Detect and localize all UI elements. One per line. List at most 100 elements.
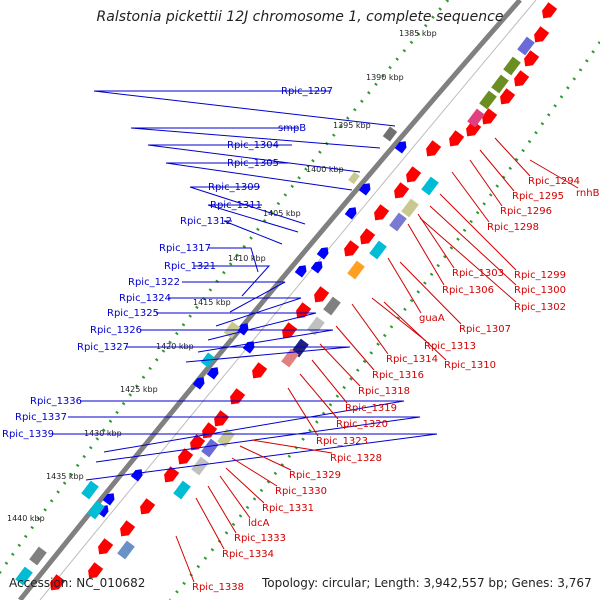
minus-label-leader	[175, 535, 195, 583]
plus-label-leader	[208, 247, 259, 273]
minus-gene-label: Rpic_1300	[514, 285, 566, 296]
backbone-arc	[18, 0, 522, 600]
minus-gene-label: Rpic_1330	[275, 486, 327, 497]
minus-strand-gene	[50, 574, 66, 591]
minus-gene-label: Rpic_1295	[512, 191, 564, 202]
minus-strand-gene	[296, 302, 312, 319]
topology-text: Topology: circular; Length: 3,942,557 bp…	[262, 576, 592, 590]
plus-gene-label: Rpic_1312	[180, 216, 232, 227]
gene-block	[15, 566, 33, 586]
minus-label-leader	[251, 439, 333, 454]
plus-gene-label: Rpic_1309	[208, 182, 260, 193]
plus-gene-label: Rpic_1339	[2, 429, 54, 440]
minus-strand-gene	[140, 498, 156, 515]
minus-gene-label: Rpic_1294	[528, 176, 580, 187]
plus-strand-gene	[192, 377, 205, 390]
gene-block	[401, 198, 419, 218]
minus-label-leader	[299, 373, 339, 420]
plus-label-leader	[126, 346, 351, 363]
minus-gene-label: Rpic_1338	[192, 582, 244, 593]
gene-block	[117, 540, 135, 560]
minus-gene-label: Rpic_1334	[222, 549, 274, 560]
minus-gene-label: Rpic_1328	[330, 453, 382, 464]
plus-label-leader	[140, 329, 334, 353]
minus-label-leader	[335, 325, 375, 371]
minus-gene-label: Rpic_1318	[358, 386, 410, 397]
gene-block	[467, 108, 485, 128]
minus-label-leader	[399, 261, 462, 325]
minus-label-leader	[529, 159, 579, 189]
plus-gene-label: Rpic_1337	[15, 412, 67, 423]
minus-strand-gene	[514, 70, 530, 87]
plus-strand-gene	[236, 323, 249, 336]
minus-strand-gene	[190, 434, 206, 451]
plus-label-leader	[223, 220, 283, 245]
minus-strand-gene	[98, 538, 114, 555]
gene-block	[517, 36, 535, 56]
plus-label-leader	[156, 312, 317, 341]
minus-gene-label: Rpic_1314	[386, 354, 438, 365]
minus-strand-gene	[230, 388, 246, 405]
minus-label-leader	[469, 159, 503, 207]
gene-block	[217, 428, 235, 448]
plus-label-leader	[182, 281, 286, 313]
gene-block	[29, 546, 47, 566]
gene-block	[382, 126, 398, 142]
plus-label-leader	[80, 400, 405, 453]
minus-gene-label: Rpic_1306	[442, 285, 494, 296]
minus-gene-label: Rpic_1307	[459, 324, 511, 335]
minus-strand-gene	[394, 182, 410, 199]
minus-label-leader	[195, 497, 225, 550]
ruler-tick-label: 1405 kbp	[263, 209, 301, 218]
plus-label-leader	[165, 162, 353, 191]
gene-block	[201, 438, 219, 458]
ruler-tick-label: 1395 kbp	[333, 121, 371, 130]
plus-strand-gene	[344, 207, 357, 220]
gene-block	[503, 56, 521, 76]
gene-block	[323, 296, 341, 316]
minus-label-leader	[439, 193, 517, 271]
minus-gene-label: ldcA	[248, 518, 270, 529]
minus-label-leader	[225, 467, 265, 504]
minus-label-leader	[383, 301, 447, 361]
minus-label-leader	[419, 217, 517, 303]
gene-block	[173, 480, 191, 500]
minus-gene-label: rnhB	[576, 188, 600, 199]
gene-block	[281, 348, 299, 368]
plus-strand-gene	[130, 469, 143, 482]
gene-block	[191, 456, 209, 476]
plus-gene-label: Rpic_1304	[227, 140, 279, 151]
minus-gene-label: Rpic_1331	[262, 503, 314, 514]
minus-gene-label: Rpic_1313	[424, 341, 476, 352]
plus-gene-label: Rpic_1311	[210, 200, 262, 211]
minus-strand-gene	[406, 166, 422, 183]
minus-strand-gene	[500, 88, 516, 105]
gene-block	[491, 74, 509, 94]
plus-label-leader	[194, 265, 271, 297]
minus-strand-gene	[524, 50, 540, 67]
minus-strand-gene	[344, 240, 360, 257]
plus-label-leader	[93, 90, 396, 127]
minus-label-leader	[287, 387, 319, 437]
minus-gene-label: Rpic_1320	[336, 419, 388, 430]
minus-strand-gene	[534, 26, 550, 43]
minus-label-leader	[231, 457, 278, 487]
minus-label-leader	[207, 485, 237, 534]
minus-label-leader	[451, 171, 490, 223]
plus-gene-label: Rpic_1327	[77, 342, 129, 353]
minus-strand-gene	[164, 466, 180, 483]
ruler-tick-label: 1410 kbp	[228, 254, 266, 263]
minus-gene-label: Rpic_1323	[316, 436, 368, 447]
minus-strand-gene	[214, 410, 230, 427]
plus-gene-label: Rpic_1297	[281, 86, 333, 97]
minus-strand-gene	[482, 108, 498, 125]
ruler-tick-label: 1435 kbp	[46, 472, 84, 481]
minus-strand-gene	[252, 362, 268, 379]
minus-strand-gene	[120, 520, 136, 537]
minus-gene-label: Rpic_1319	[345, 403, 397, 414]
plus-strand-gene	[310, 261, 323, 274]
minus-label-leader	[479, 149, 515, 192]
plus-gene-label: Rpic_1336	[30, 396, 82, 407]
gene-block	[479, 90, 497, 110]
